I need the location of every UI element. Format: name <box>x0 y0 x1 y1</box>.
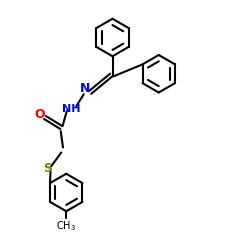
Text: N: N <box>80 82 90 95</box>
Text: S: S <box>43 162 52 175</box>
Text: CH$_3$: CH$_3$ <box>56 219 76 233</box>
Text: NH: NH <box>62 104 80 114</box>
Text: O: O <box>35 108 45 122</box>
